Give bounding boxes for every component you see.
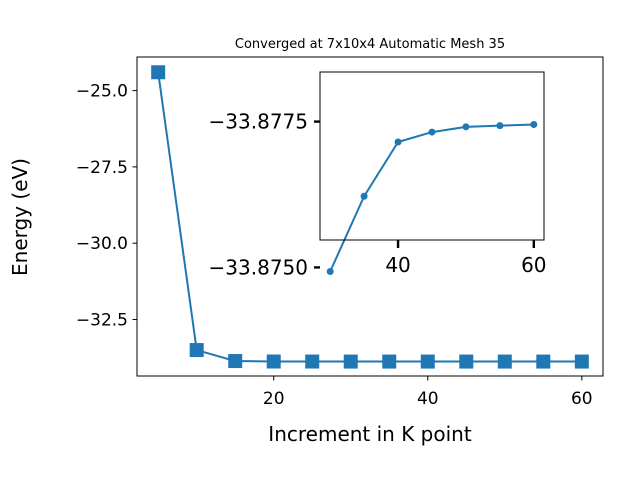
inset-y-tick-label: −33.8775 (209, 110, 308, 134)
main-data-point (343, 354, 358, 369)
main-data-point (459, 354, 474, 369)
inset-data-point (428, 128, 436, 136)
main-data-point (151, 65, 166, 80)
main-axes-frame (136, 56, 604, 377)
main-x-tick-label: 60 (571, 389, 593, 409)
x-axis-label: Increment in K point (268, 422, 472, 446)
main-series (151, 65, 589, 369)
main-data-point (305, 354, 320, 369)
inset-axes-frame (319, 71, 545, 241)
inset-x-tick-label: 40 (385, 253, 410, 277)
main-y-tick-label: −25.0 (76, 82, 128, 102)
chart-title: Converged at 7x10x4 Automatic Mesh 35 (235, 37, 505, 52)
main-data-point (189, 343, 204, 358)
main-y-tick-label: −27.5 (76, 158, 128, 178)
inset-background (320, 72, 544, 240)
main-y-tick-label: −30.0 (76, 234, 128, 254)
main-x-tick-label: 40 (417, 389, 439, 409)
inset-y-ticks: −33.8775 −33.8750 (209, 110, 320, 279)
main-data-point (536, 354, 551, 369)
inset-y-tick-label: −33.8750 (209, 255, 308, 279)
inset-data-point (360, 192, 368, 200)
inset-data-point (462, 123, 470, 131)
main-data-point (420, 354, 435, 369)
inset-data-point (326, 268, 334, 275)
main-data-point (382, 354, 397, 369)
inset-data-point (394, 138, 402, 146)
main-data-point (497, 354, 512, 369)
main-plot: 20 40 60 −25.0 −27.5 −30.0 −32.5 Converged at… (8, 37, 604, 446)
inset-series (326, 121, 538, 275)
inset-x-ticks: 40 60 (385, 240, 547, 277)
main-data-point (228, 354, 243, 369)
y-axis-label: Energy (eV) (8, 158, 32, 276)
main-x-ticks: 20 40 60 (263, 376, 593, 409)
inset-data-point (530, 121, 538, 128)
main-y-tick-label: −32.5 (76, 311, 128, 331)
main-data-point (266, 354, 281, 369)
main-data-point (574, 354, 589, 369)
inset-plot: 40 60 −33.8775 −33.8750 (209, 71, 547, 279)
inset-x-tick-label: 60 (521, 253, 546, 277)
inset-data-point (496, 122, 504, 130)
main-x-tick-label: 20 (263, 389, 285, 409)
main-y-ticks: −25.0 −27.5 −30.0 −32.5 (76, 82, 137, 331)
